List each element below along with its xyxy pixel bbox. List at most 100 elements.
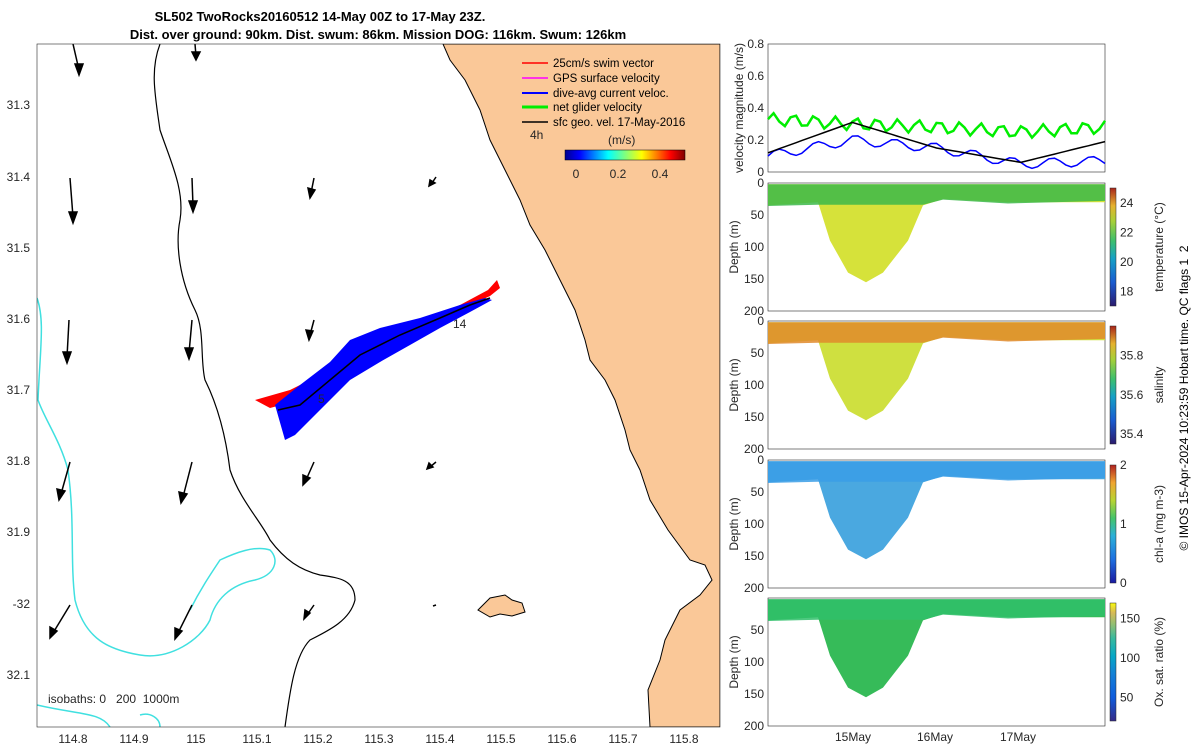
age-label: 4h (530, 128, 543, 142)
velocity-ytick: 0.2 (747, 133, 764, 147)
depth-section-data (768, 599, 1105, 698)
time-tick-16may: 16May (917, 730, 953, 744)
colorbar-salinity (1109, 325, 1117, 445)
colorbar-oxygen (1109, 602, 1117, 722)
velocity-series-line (767, 135, 1106, 170)
track-label-14: 14 (453, 317, 467, 331)
map-xtick: 114.9 (119, 732, 148, 746)
map-ytick: 31.3 (7, 98, 31, 112)
map-ytick: 31.4 (7, 170, 31, 184)
time-tick-17may: 17May (1000, 730, 1036, 744)
isobath-1000m-line (37, 297, 276, 727)
depth-ytick: 100 (744, 517, 764, 531)
depth-panel-chl-a: 0 50 100 150 200 Depth (m) 0 1 2 chl-a (mg m-3) (727, 453, 1166, 595)
colorbar-tick: 24 (1120, 196, 1134, 210)
isobath-200m-line (153, 44, 356, 727)
speed-colorbar (564, 149, 686, 161)
map-ytick: -32 (13, 597, 31, 611)
colorbar-units: (m/s) (608, 133, 635, 147)
figure-title-line1: SL502 TwoRocks20160512 14-May 00Z to 17-… (155, 9, 486, 24)
colorbar-tick-0: 0 (573, 167, 580, 181)
colorbar-tick: 35.6 (1120, 388, 1144, 402)
depth-ylabel: Depth (m) (727, 497, 741, 550)
island (477, 594, 526, 618)
depth-ytick: 100 (744, 655, 764, 669)
depth-panel-temperature: 0 50 100 150 200 Depth (m) 18 20 22 24 temperature… (727, 176, 1166, 318)
map-xtick: 115.5 (486, 732, 515, 746)
land-area (442, 44, 720, 727)
depth-ylabel: Depth (m) (727, 220, 741, 273)
glider-track-line (277, 297, 491, 411)
map-xtick: 115.1 (242, 732, 271, 746)
map-ytick: 31.5 (7, 241, 31, 255)
colorbar-tick: 18 (1120, 284, 1134, 298)
velocity-ylabel: velocity magnitude (m/s) (732, 43, 746, 173)
colorbar-chl-a (1109, 464, 1117, 584)
time-axis: 15May 16May 17May (835, 730, 1036, 744)
colorbar-tick: 0 (1120, 576, 1127, 590)
map-panel: 14 5 25cm/s swim vector GPS surface velo… (7, 43, 721, 746)
depth-ytick: 50 (751, 485, 765, 499)
colorbar-label-salinity: salinity (1152, 367, 1166, 404)
depth-ylabel: Depth (m) (727, 358, 741, 411)
map-x-ticks: 114.8 114.9 115 115.1 115.2 115.3 115.4 … (58, 732, 698, 746)
colorbar-tick: 22 (1120, 225, 1134, 239)
legend-gps-velocity: GPS surface velocity (553, 73, 660, 85)
map-xtick: 115 (186, 732, 205, 746)
depth-ytick: 200 (744, 442, 764, 456)
depth-ytick: 200 (744, 719, 764, 733)
velocity-ytick: 0.6 (747, 69, 764, 83)
surface-layer (768, 322, 1105, 345)
depth-ytick: 150 (744, 272, 764, 286)
depth-ytick: 50 (751, 346, 765, 360)
colorbar-tick: 2 (1120, 458, 1127, 472)
surface-layer (768, 461, 1105, 484)
colorbar-tick: 150 (1120, 612, 1140, 626)
time-tick-15may: 15May (835, 730, 871, 744)
map-legend: 25cm/s swim vector GPS surface velocity … (522, 58, 685, 181)
depth-ytick: 0 (757, 176, 764, 190)
map-ytick: 31.7 (7, 383, 31, 397)
colorbar-tick: 50 (1120, 690, 1134, 704)
surface-layer (768, 599, 1105, 622)
colorbar-tick: 35.4 (1120, 427, 1144, 441)
depth-panel-oxygen: 50 100 150 200 Depth (m) 50 100 150 Ox. sat. rat… (727, 597, 1166, 733)
velocity-ytick: 0.4 (747, 101, 764, 115)
colorbar-label-temperature: temperature (°C) (1152, 202, 1166, 292)
colorbar-label-chl-a: chl-a (mg m-3) (1152, 485, 1166, 563)
isobaths-label: isobaths: 0 200 1000m (48, 692, 179, 706)
colorbar-tick: 100 (1120, 651, 1140, 665)
surface-current-vectors (49, 44, 437, 641)
legend-sfc-geo-velocity: sfc geo. vel. 17-May-2016 (553, 117, 685, 129)
colorbar-temperature (1109, 187, 1117, 307)
map-ytick: 31.6 (7, 312, 31, 326)
velocity-panel: velocity magnitude (m/s) 0 0.2 0.4 0.6 0… (732, 37, 1107, 179)
legend-dive-avg-current: dive-avg current veloc. (553, 88, 669, 100)
colorbar-tick-02: 0.2 (610, 167, 627, 181)
copyright-footer: © IMOS 15-Apr-2024 10:23:59 Hobart time.… (1177, 245, 1191, 550)
map-y-ticks: 31.3 31.4 31.5 31.6 31.7 31.8 31.9 -32 3… (7, 98, 31, 682)
surface-layer (768, 184, 1105, 207)
depth-ylabel: Depth (m) (727, 635, 741, 688)
legend-swim-vector: 25cm/s swim vector (553, 58, 654, 70)
map-ytick: 32.1 (7, 668, 31, 682)
colorbar-tick: 35.8 (1120, 349, 1144, 363)
depth-ytick: 50 (751, 623, 765, 637)
dive-avg-current-swath (275, 298, 492, 440)
velocity-series-line (767, 111, 1107, 140)
map-xtick: 115.3 (364, 732, 393, 746)
depth-ytick: 50 (751, 208, 765, 222)
depth-ytick: 200 (744, 581, 764, 595)
depth-ytick: 100 (744, 378, 764, 392)
legend-net-glider-velocity: net glider velocity (553, 102, 642, 114)
colorbar-tick: 1 (1120, 517, 1127, 531)
depth-ytick: 0 (757, 314, 764, 328)
colorbar-tick: 20 (1120, 255, 1134, 269)
map-xtick: 115.2 (303, 732, 332, 746)
depth-ytick: 150 (744, 410, 764, 424)
map-ytick: 31.9 (7, 525, 31, 539)
swim-vector-swath (255, 280, 500, 408)
depth-ytick: 150 (744, 687, 764, 701)
velocity-ytick: 0.8 (747, 37, 764, 51)
